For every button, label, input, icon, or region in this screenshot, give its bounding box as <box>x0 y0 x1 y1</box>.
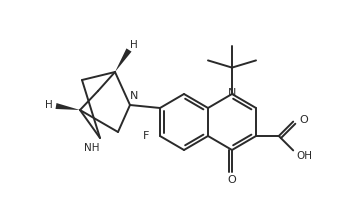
Text: NH: NH <box>84 143 100 153</box>
Text: OH: OH <box>296 151 312 161</box>
Text: N: N <box>130 91 138 101</box>
Text: O: O <box>228 174 237 185</box>
Text: H: H <box>130 40 138 50</box>
Polygon shape <box>55 103 80 110</box>
Text: H: H <box>45 100 53 110</box>
Polygon shape <box>115 48 131 72</box>
Text: O: O <box>299 115 308 125</box>
Text: N: N <box>228 88 236 98</box>
Text: F: F <box>143 131 149 141</box>
